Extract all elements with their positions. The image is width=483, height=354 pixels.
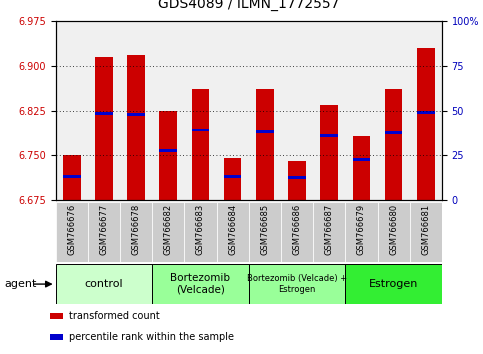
Text: GSM766687: GSM766687 bbox=[325, 204, 334, 255]
Bar bbox=[249, 202, 281, 262]
Text: GSM766684: GSM766684 bbox=[228, 204, 237, 255]
Text: GSM766677: GSM766677 bbox=[99, 204, 108, 255]
Bar bbox=[345, 202, 378, 262]
Bar bbox=[88, 202, 120, 262]
Bar bbox=[256, 130, 274, 133]
Text: GSM766680: GSM766680 bbox=[389, 204, 398, 255]
Bar bbox=[95, 112, 113, 115]
Bar bbox=[192, 88, 209, 200]
Bar bbox=[127, 55, 145, 200]
Text: GSM766683: GSM766683 bbox=[196, 204, 205, 255]
Bar bbox=[56, 202, 88, 262]
Bar bbox=[95, 57, 113, 200]
Bar bbox=[224, 175, 242, 178]
Bar bbox=[120, 202, 152, 262]
Bar bbox=[353, 136, 370, 200]
Bar bbox=[313, 202, 345, 262]
Bar bbox=[63, 155, 81, 200]
Bar bbox=[410, 202, 442, 262]
Bar bbox=[320, 135, 338, 137]
Bar bbox=[216, 202, 249, 262]
Text: GSM766685: GSM766685 bbox=[260, 204, 270, 255]
Bar bbox=[353, 158, 370, 161]
Text: GDS4089 / ILMN_1772557: GDS4089 / ILMN_1772557 bbox=[158, 0, 340, 11]
Bar bbox=[159, 110, 177, 200]
Text: GSM766686: GSM766686 bbox=[293, 204, 301, 255]
Bar bbox=[56, 264, 152, 304]
Bar bbox=[345, 264, 442, 304]
Text: GSM766676: GSM766676 bbox=[67, 204, 76, 255]
Bar bbox=[152, 264, 249, 304]
Text: GSM766679: GSM766679 bbox=[357, 204, 366, 255]
Bar bbox=[385, 88, 402, 200]
Text: transformed count: transformed count bbox=[69, 311, 160, 321]
Bar bbox=[288, 176, 306, 179]
Text: Bortezomib (Velcade) +
Estrogen: Bortezomib (Velcade) + Estrogen bbox=[247, 274, 347, 294]
Text: percentile rank within the sample: percentile rank within the sample bbox=[69, 332, 234, 342]
Bar bbox=[224, 158, 242, 200]
Text: Estrogen: Estrogen bbox=[369, 279, 418, 289]
Text: GSM766678: GSM766678 bbox=[131, 204, 141, 255]
Bar bbox=[127, 113, 145, 116]
Bar bbox=[185, 202, 216, 262]
Bar bbox=[192, 129, 209, 131]
Bar bbox=[320, 105, 338, 200]
Text: Bortezomib
(Velcade): Bortezomib (Velcade) bbox=[170, 273, 230, 295]
Text: GSM766682: GSM766682 bbox=[164, 204, 173, 255]
Bar bbox=[417, 48, 435, 200]
Text: agent: agent bbox=[5, 279, 37, 289]
Bar bbox=[152, 202, 185, 262]
Bar bbox=[378, 202, 410, 262]
Bar bbox=[288, 161, 306, 200]
Bar bbox=[50, 313, 63, 319]
Bar bbox=[159, 149, 177, 152]
Text: control: control bbox=[85, 279, 123, 289]
Bar bbox=[417, 110, 435, 114]
Bar bbox=[385, 131, 402, 135]
Bar bbox=[249, 264, 345, 304]
Text: GSM766681: GSM766681 bbox=[421, 204, 430, 255]
Bar bbox=[256, 88, 274, 200]
Bar bbox=[50, 335, 63, 340]
Bar bbox=[281, 202, 313, 262]
Bar bbox=[63, 175, 81, 178]
